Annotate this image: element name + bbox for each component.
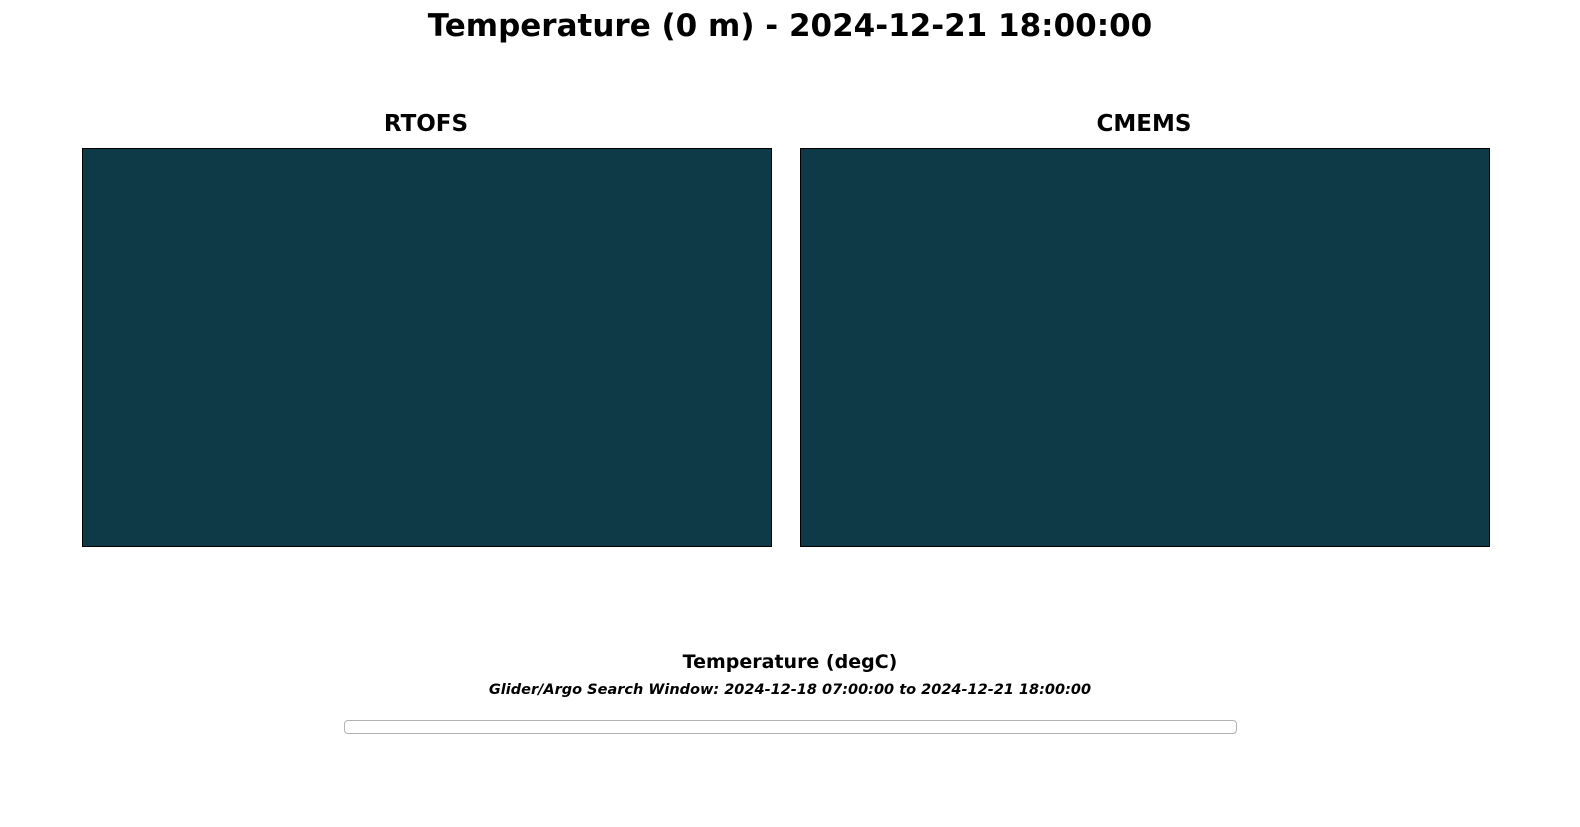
map-panel-cmems xyxy=(800,148,1490,547)
figure-title: Temperature (0 m) - 2024-12-21 18:00:00 xyxy=(427,8,1153,44)
search-window-text: Glider/Argo Search Window: 2024-12-18 07… xyxy=(488,682,1092,698)
panel-title-rtofs: RTOFS xyxy=(383,111,469,137)
colorbar-label: Temperature (degC) xyxy=(682,651,898,673)
colorbar xyxy=(118,601,1455,626)
map-panel-rtofs xyxy=(82,148,772,547)
rtofs-map xyxy=(83,149,771,546)
cmems-map xyxy=(801,149,1489,546)
panel-title-cmems: CMEMS xyxy=(1096,111,1192,137)
legend xyxy=(344,720,1237,734)
